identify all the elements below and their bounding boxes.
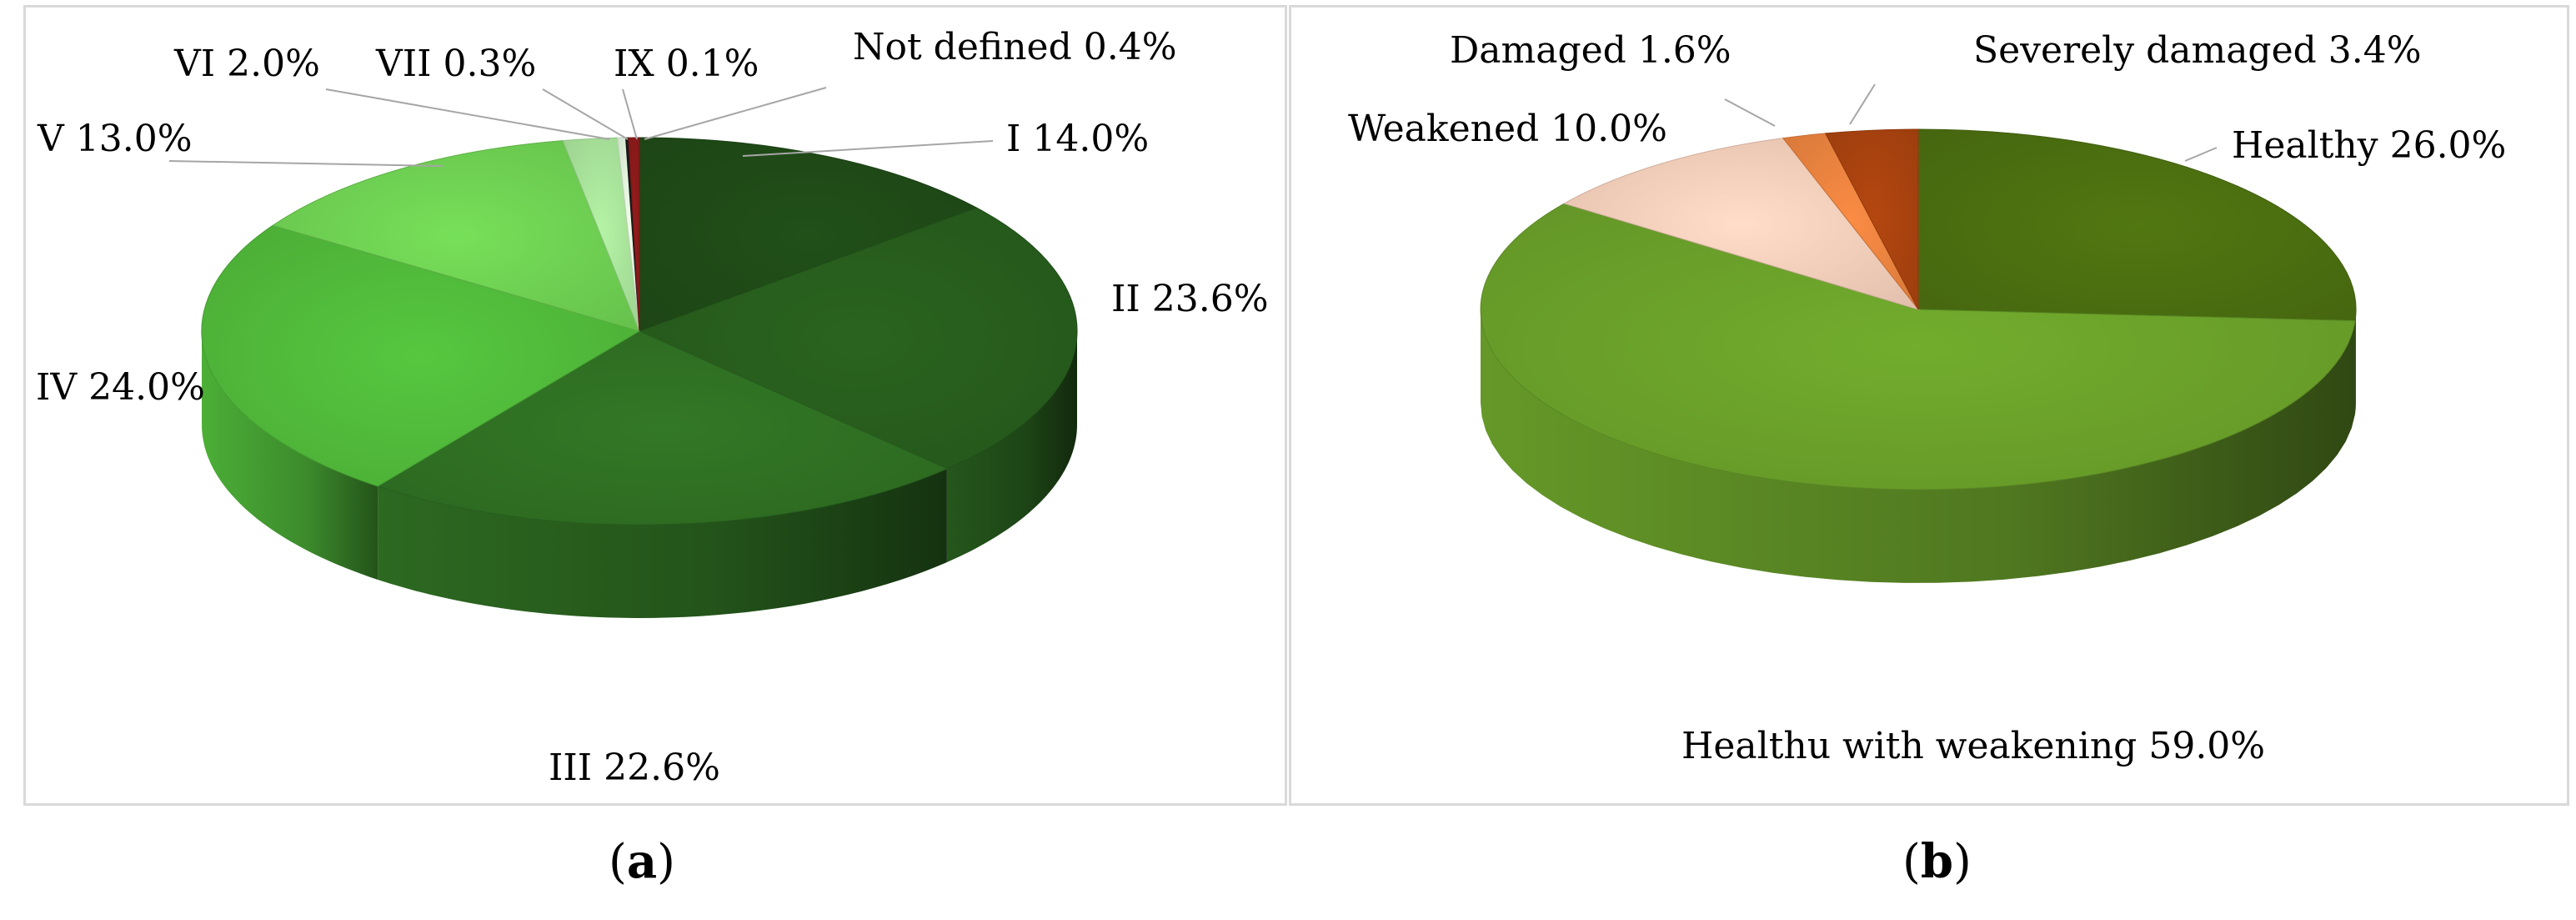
leader-line-ix-0-1 bbox=[622, 88, 638, 140]
pie-chart-b: Healthy 26.0% Healthu with weakening 59.0… bbox=[1348, 29, 2506, 767]
label-iv-24-0: IV 24.0% bbox=[36, 366, 205, 409]
label-ii-23-6: II 23.6% bbox=[1111, 278, 1269, 320]
slice-healthy-26-0 bbox=[1917, 128, 2357, 322]
leader-line-v-13-0 bbox=[168, 160, 444, 167]
leader-line-severely-damaged-3-4 bbox=[1849, 83, 1876, 125]
chart-panel-b: Healthy 26.0% Healthu with weakening 59.0… bbox=[1289, 5, 2569, 806]
slice-iv-24-0 bbox=[201, 224, 641, 487]
leader-line-damaged-1-6 bbox=[1724, 98, 1776, 127]
pie-top-faces bbox=[1480, 128, 2357, 490]
caption-b: (b) bbox=[1902, 834, 1972, 889]
label-ix-0-1: IX 0.1% bbox=[614, 43, 759, 85]
label-i-14-0: I 14.0% bbox=[1006, 118, 1149, 160]
label-vi-2-0: VI 2.0% bbox=[173, 43, 320, 85]
pie-chart-a: I 14.0% II 23.6% III 22.6% IV 24.0% V 13.0% V… bbox=[36, 26, 1269, 789]
label-not-defined-0-4: Not defined 0.4% bbox=[853, 26, 1177, 68]
leader-line-vi-2-0 bbox=[325, 88, 610, 140]
chart-panel-a: I 14.0% II 23.6% III 22.6% IV 24.0% V 13.0% V… bbox=[23, 5, 1287, 806]
slice-v-13-0 bbox=[272, 140, 640, 332]
slice-severely-damaged-3-4 bbox=[1824, 128, 1919, 310]
label-severely-damaged-3-4: Severely damaged 3.4% bbox=[1973, 29, 2422, 72]
slice-weakened-10-0 bbox=[1563, 138, 1920, 310]
slice-side-healthy-26-0 bbox=[2355, 309, 2356, 415]
slice-healthu-with-weakening-59-0 bbox=[1480, 203, 2356, 490]
label-vii-0-3: VII 0.3% bbox=[375, 43, 536, 85]
pie-side-walls bbox=[202, 331, 1077, 618]
leader-line-healthy-26-0 bbox=[2184, 147, 2218, 162]
pie-labels: Healthy 26.0% Healthu with weakening 59.0… bbox=[1348, 29, 2506, 767]
label-damaged-1-6: Damaged 1.6% bbox=[1450, 29, 1732, 72]
slice-ii-23-6 bbox=[638, 207, 1078, 470]
leader-line-vii-0-3 bbox=[542, 88, 629, 140]
leader-line-i-14-0 bbox=[742, 140, 994, 157]
label-healthu-with-weakening-59-0: Healthu with weakening 59.0% bbox=[1681, 725, 2265, 767]
slice-side-iii-22-6 bbox=[378, 469, 947, 618]
pie-side-walls bbox=[1481, 309, 2356, 583]
slice-side-ii-23-6 bbox=[946, 331, 1077, 563]
label-v-13-0: V 13.0% bbox=[37, 118, 193, 160]
pie-top-faces bbox=[201, 137, 1078, 525]
label-weakened-10-0: Weakened 10.0% bbox=[1348, 108, 1667, 150]
slice-not-defined-0-4 bbox=[628, 137, 640, 332]
pie-labels: I 14.0% II 23.6% III 22.6% IV 24.0% V 13.0% V… bbox=[36, 26, 1269, 789]
label-iii-22-6: III 22.6% bbox=[549, 747, 720, 789]
slice-i-14-0 bbox=[639, 137, 978, 332]
slice-side-iv-24-0 bbox=[202, 331, 378, 580]
label-healthy-26-0: Healthy 26.0% bbox=[2232, 124, 2506, 167]
caption-a: (a) bbox=[609, 834, 676, 889]
slice-side-healthu-with-weakening-59-0 bbox=[1481, 309, 2355, 583]
slice-iii-22-6 bbox=[376, 330, 949, 525]
leader-line-not-defined-0-4 bbox=[644, 87, 827, 140]
